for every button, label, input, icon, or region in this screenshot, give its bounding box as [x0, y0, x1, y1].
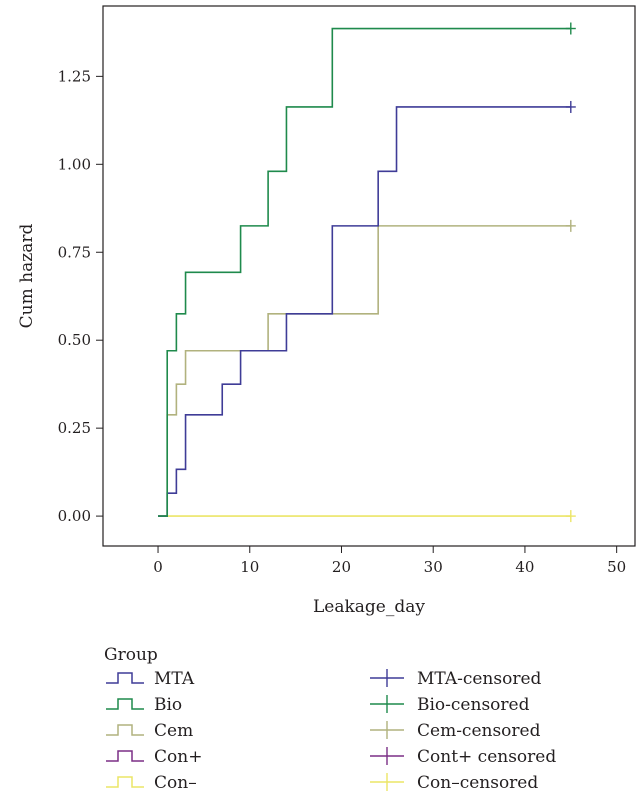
legend-censored-symbol [370, 747, 404, 765]
censored-marker [565, 100, 576, 113]
y-tick-label: 0.50 [58, 331, 91, 349]
y-axis-label: Cum hazard [17, 224, 37, 329]
legend-label: MTA [154, 669, 195, 689]
legend-step-symbol [106, 776, 144, 788]
legend-censored-symbol [370, 721, 404, 739]
legend-censored-label: Con–censored [417, 773, 538, 793]
x-tick-label: 20 [332, 558, 351, 576]
x-tick-label: 50 [607, 558, 626, 576]
x-tick-label: 10 [240, 558, 259, 576]
legend-step-symbol [106, 750, 144, 762]
series-line-bio [158, 27, 571, 517]
plot-frame [102, 5, 636, 547]
legend-censored-label: MTA-censored [417, 669, 542, 689]
y-tick-label: 1.25 [58, 67, 91, 85]
x-axis-label: Leakage_day [313, 597, 425, 617]
legend-step-symbol [106, 672, 144, 684]
y-tick-label: 1.00 [58, 155, 91, 173]
censored-marker [565, 510, 576, 523]
legend-censored-symbol [370, 695, 404, 713]
y-tick-label: 0.75 [58, 243, 91, 261]
series-line-cem [158, 225, 571, 517]
y-axis: 0.00 0.25 0.50 0.75 1.00 1.25 [58, 67, 103, 525]
legend-step-symbol [106, 724, 144, 736]
legend-censored-label: Bio-censored [417, 695, 530, 715]
legend-label: Bio [154, 695, 182, 715]
legend-label: Con– [154, 773, 197, 793]
legend-censored-symbol [370, 773, 404, 791]
series-line-mta [158, 106, 571, 517]
legend-label: Cem [154, 721, 193, 741]
legend-censored-symbol [370, 669, 404, 687]
x-tick-label: 30 [424, 558, 443, 576]
legend-title: Group [104, 645, 158, 665]
legend-censored-label: Cont+ censored [417, 747, 556, 767]
x-tick-label: 40 [515, 558, 534, 576]
legend-label: Con+ [154, 747, 202, 767]
censored-marker [565, 219, 576, 232]
x-axis: 0 10 20 30 40 50 [153, 546, 626, 576]
x-tick-label: 0 [153, 558, 163, 576]
y-tick-label: 0.25 [58, 419, 91, 437]
y-tick-label: 0.00 [58, 507, 91, 525]
legend: Group MTA MTA-censored Bio Bio-censored Cem C… [104, 645, 556, 793]
legend-step-symbol [106, 698, 144, 710]
censored-marker [565, 22, 576, 35]
legend-censored-label: Cem-censored [417, 721, 541, 741]
series-lines [158, 27, 571, 517]
censored-markers [565, 22, 576, 523]
